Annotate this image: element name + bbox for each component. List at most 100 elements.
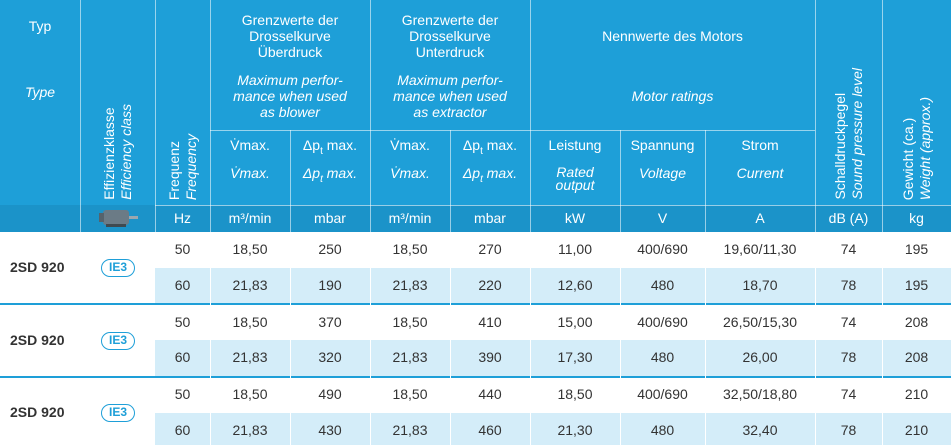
- column-suffix: max.: [482, 165, 518, 181]
- efficiency-badge: IE3: [101, 331, 135, 350]
- sound-header-text: Schalldruckpegel Sound pressure level: [832, 68, 866, 200]
- column-symbol: Δp: [302, 165, 321, 181]
- row-bg: [155, 377, 951, 413]
- row-bg: [155, 304, 951, 340]
- separator: [882, 0, 883, 232]
- row-bg: [155, 232, 951, 268]
- cell: 32,50/18,80: [723, 386, 797, 402]
- separator: [210, 232, 211, 445]
- sound-header: Schalldruckpegel Sound pressure level: [815, 30, 882, 200]
- cell: 18,50: [232, 386, 268, 402]
- weight-header-text: Gewicht (ca.) Weight (approx.): [900, 97, 934, 200]
- separator: [450, 130, 451, 232]
- column-de: Strom: [741, 137, 779, 153]
- extractor-title: Drosselkurve: [409, 28, 491, 44]
- motor-icon-svg: [99, 210, 138, 227]
- efficiency-badge: IE3: [101, 404, 135, 422]
- cell: 21,83: [392, 421, 428, 438]
- extractor-title: Grenzwerte der: [401, 12, 499, 28]
- separator: [705, 130, 706, 232]
- unit: m³/min: [388, 210, 432, 226]
- separator: [620, 130, 621, 232]
- cell: 18,50: [232, 313, 268, 330]
- cell: 190: [318, 276, 342, 293]
- weight-header-en: Weight (approx.): [916, 96, 933, 200]
- unit: V: [657, 210, 668, 226]
- efficiency-header-en: Efficiency class: [117, 104, 134, 200]
- cell: 78: [840, 276, 857, 293]
- cell: 195: [904, 276, 929, 293]
- column-en: Rated: [556, 164, 594, 180]
- separator: [815, 0, 816, 232]
- cell: 480: [650, 421, 675, 438]
- column-subscript: t: [320, 173, 323, 185]
- cell: 18,50: [232, 241, 268, 257]
- cell: 220: [478, 276, 502, 293]
- column-de: Spannung: [630, 137, 695, 153]
- efficiency-header-de: Effizienzklasse: [100, 107, 117, 200]
- header-bg: [0, 0, 951, 232]
- type: 2SD 920: [10, 259, 65, 275]
- type: 2SD 920: [10, 331, 65, 348]
- cell: 490: [318, 386, 342, 402]
- cell: 21,83: [392, 349, 428, 365]
- column-en: Δpt max.: [450, 165, 530, 188]
- cell: 400/690: [637, 241, 688, 257]
- separator: [155, 205, 951, 206]
- efficiency-badge: IE3: [101, 259, 135, 277]
- cell: 480: [650, 349, 675, 365]
- motor-foot: [106, 224, 126, 227]
- unit: m³/min: [228, 210, 272, 226]
- unit: mbar: [474, 210, 506, 226]
- cell: 480: [650, 276, 675, 293]
- column-suffix: max.: [322, 165, 358, 181]
- frequency-header-text: Frequenz Frequency: [166, 134, 200, 200]
- cell: 18,50: [392, 313, 428, 330]
- separator: [620, 232, 621, 445]
- cell: 21,83: [392, 276, 428, 293]
- separator: [705, 232, 706, 445]
- column-en: Δpt max.: [290, 165, 370, 188]
- blower-en: as blower: [260, 104, 320, 120]
- column-en: V̇max.: [390, 165, 430, 181]
- separator: [882, 232, 883, 445]
- cell: 12,60: [557, 276, 593, 293]
- motor-body: [103, 210, 129, 225]
- separator: [530, 0, 531, 232]
- cell: 32,40: [742, 421, 778, 438]
- blower-title: Grenzwerte der: [241, 12, 339, 28]
- unit: kW: [564, 210, 586, 226]
- cell: 400/690: [637, 313, 688, 330]
- blower-title: Drosselkurve: [249, 28, 331, 44]
- cell: 11,00: [558, 241, 592, 257]
- cell: 460: [478, 421, 502, 438]
- cell: 50: [174, 313, 191, 330]
- cell: 50: [174, 386, 191, 402]
- motor-title: Nennwerte des Motors: [602, 28, 743, 44]
- cell: 74: [840, 241, 857, 257]
- separator: [530, 232, 531, 445]
- motor-en: Motor ratings: [631, 88, 714, 104]
- efficiency-header: Effizienzklasse Efficiency class: [80, 30, 155, 200]
- unit: dB (A): [828, 210, 869, 226]
- cell: 390: [478, 349, 502, 365]
- cell: 195: [904, 241, 929, 257]
- cell: 21,83: [232, 421, 268, 438]
- column-en: output: [555, 177, 595, 193]
- separator: [370, 0, 371, 232]
- cell: 270: [478, 241, 502, 257]
- separator: [450, 232, 451, 445]
- cell: 18,50: [392, 241, 428, 257]
- column-subscript: t: [480, 145, 483, 157]
- cell: 19,60/11,30: [723, 241, 797, 257]
- column-en: Voltage: [639, 165, 686, 181]
- separator: [210, 0, 211, 232]
- separator: [210, 130, 815, 131]
- cell: 21,83: [232, 349, 268, 365]
- cell: 400/690: [637, 386, 688, 402]
- column-suffix: max.: [482, 137, 518, 153]
- cell: 410: [478, 313, 502, 330]
- efficiency-header-text: Effizienzklasse Efficiency class: [101, 104, 135, 200]
- cell: 430: [318, 421, 342, 438]
- row-bg: [155, 340, 951, 376]
